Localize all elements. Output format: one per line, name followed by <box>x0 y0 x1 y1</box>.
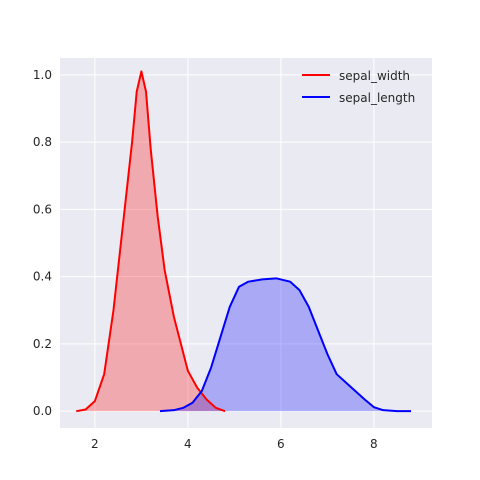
legend-label-sepal-length: sepal_length <box>339 91 415 105</box>
legend-label-sepal-width: sepal_width <box>339 69 410 83</box>
plot-background <box>60 58 432 428</box>
grid-lines <box>60 58 432 428</box>
y-tick-label: 1.0 <box>33 68 52 82</box>
y-tick-label: 0.8 <box>33 135 52 149</box>
x-tick-label: 4 <box>184 437 192 451</box>
y-tick-label: 0.6 <box>33 202 52 216</box>
y-axis-ticks: 0.0 0.2 0.4 0.6 0.8 1.0 <box>33 68 52 418</box>
density-lines <box>76 70 412 413</box>
y-tick-label: 0.0 <box>33 404 52 418</box>
x-tick-label: 8 <box>370 437 378 451</box>
x-axis-ticks: 2 4 6 8 <box>91 437 378 451</box>
density-fills <box>76 71 412 412</box>
legend: sepal_width sepal_length <box>302 69 415 105</box>
density-fill-sepal-width <box>76 71 226 412</box>
density-line-sepal-length <box>159 277 412 413</box>
x-tick-label: 2 <box>91 437 99 451</box>
y-tick-label: 0.2 <box>33 337 52 351</box>
x-tick-label: 6 <box>277 437 285 451</box>
density-fill-sepal-length <box>159 278 412 412</box>
y-tick-label: 0.4 <box>33 270 52 284</box>
density-line-sepal-width <box>76 70 226 413</box>
